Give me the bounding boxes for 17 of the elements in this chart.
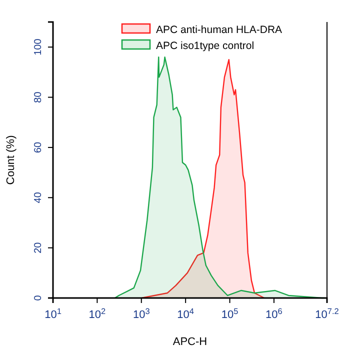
x-tick-label: 10$^{1}$ <box>44 306 62 321</box>
y-tick-label: 80 <box>33 91 44 103</box>
legend-label: APC anti-human HLA-DRA <box>156 24 282 36</box>
y-axis-title: Count (%) <box>5 135 17 185</box>
x-tick-label: 10$^{3}$ <box>132 306 150 321</box>
y-tick-label: 60 <box>33 141 44 154</box>
y-tick-label: 20 <box>33 242 44 254</box>
y-tick-label: 40 <box>33 192 44 204</box>
x-tick-label: 10$^{7.2}$ <box>315 306 340 321</box>
x-tick-label: 10$^{4}$ <box>177 306 194 321</box>
x-tick-label: 10$^{6}$ <box>266 306 283 321</box>
x-tick-label: 10$^{5}$ <box>221 306 239 321</box>
y-tick-label: 0 <box>33 294 44 301</box>
x-tick-label: 10$^{2}$ <box>88 306 106 321</box>
y-tick-label: 100 <box>33 38 44 56</box>
legend-label: APC iso1type control <box>156 40 254 52</box>
x-axis-title: APC-H <box>172 336 208 348</box>
